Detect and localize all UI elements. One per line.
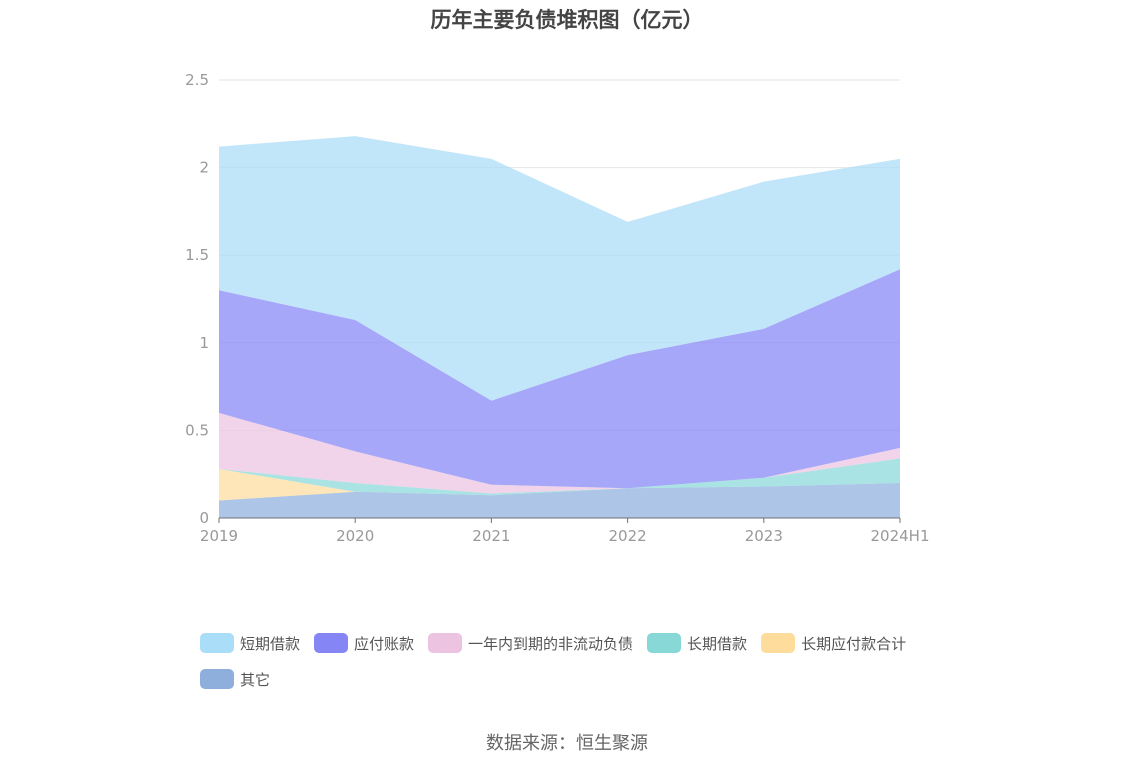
legend-label: 长期应付款合计 (801, 634, 907, 653)
legend-label: 一年内到期的非流动负债 (468, 634, 634, 653)
y-tick-label: 2.5 (185, 71, 209, 89)
legend-label: 短期借款 (240, 634, 301, 653)
area-一年内到期的非流动负债 (219, 412, 900, 494)
legend-item[interactable]: 长期借款 (647, 630, 747, 656)
legend-swatch (200, 669, 234, 689)
x-tick-label: 2024H1 (871, 527, 930, 545)
x-tick-label: 2020 (336, 527, 374, 545)
x-tick-label: 2021 (472, 527, 510, 545)
legend-label: 长期借款 (687, 634, 748, 653)
stacked-area-chart: 0 0.5 1 1.5 2 2.5 2019 2020 2021 2022 2023 2024H1 (185, 71, 930, 545)
area-短期借款 (219, 136, 900, 401)
area-应付账款 (219, 269, 900, 489)
x-tick-label: 2022 (609, 527, 647, 545)
legend-label: 应付账款 (354, 634, 415, 653)
area-其它 (219, 482, 900, 518)
data-source: 数据来源：恒生聚源 (486, 733, 648, 754)
y-tick-label: 1 (199, 334, 209, 352)
x-tick-label: 2023 (745, 527, 783, 545)
legend-item[interactable]: 长期应付款合计 (761, 630, 906, 656)
legend-item[interactable]: 一年内到期的非流动负债 (428, 630, 633, 656)
legend-item[interactable]: 短期借款 (200, 630, 300, 656)
legend-item[interactable]: 其它 (200, 666, 270, 692)
legend-item[interactable]: 应付账款 (314, 630, 414, 656)
y-tick-label: 0.5 (185, 421, 209, 439)
legend-swatch (200, 633, 234, 653)
area-长期借款 (219, 458, 900, 496)
legend-swatch (428, 633, 463, 653)
legend-swatch (314, 633, 349, 653)
y-tick-label: 1.5 (185, 246, 209, 264)
legend-swatch (761, 633, 796, 653)
legend-label: 其它 (240, 670, 271, 689)
chart-legend: 短期借款 应付账款 一年内到期的非流动负债 长期借款 长期应付款合计其它 (200, 630, 960, 702)
legend-swatch (647, 633, 682, 653)
x-tick-label: 2019 (200, 527, 238, 545)
y-tick-label: 0 (199, 509, 209, 527)
y-tick-label: 2 (199, 159, 209, 177)
chart-title: 历年主要负债堆积图（亿元） (430, 8, 704, 32)
